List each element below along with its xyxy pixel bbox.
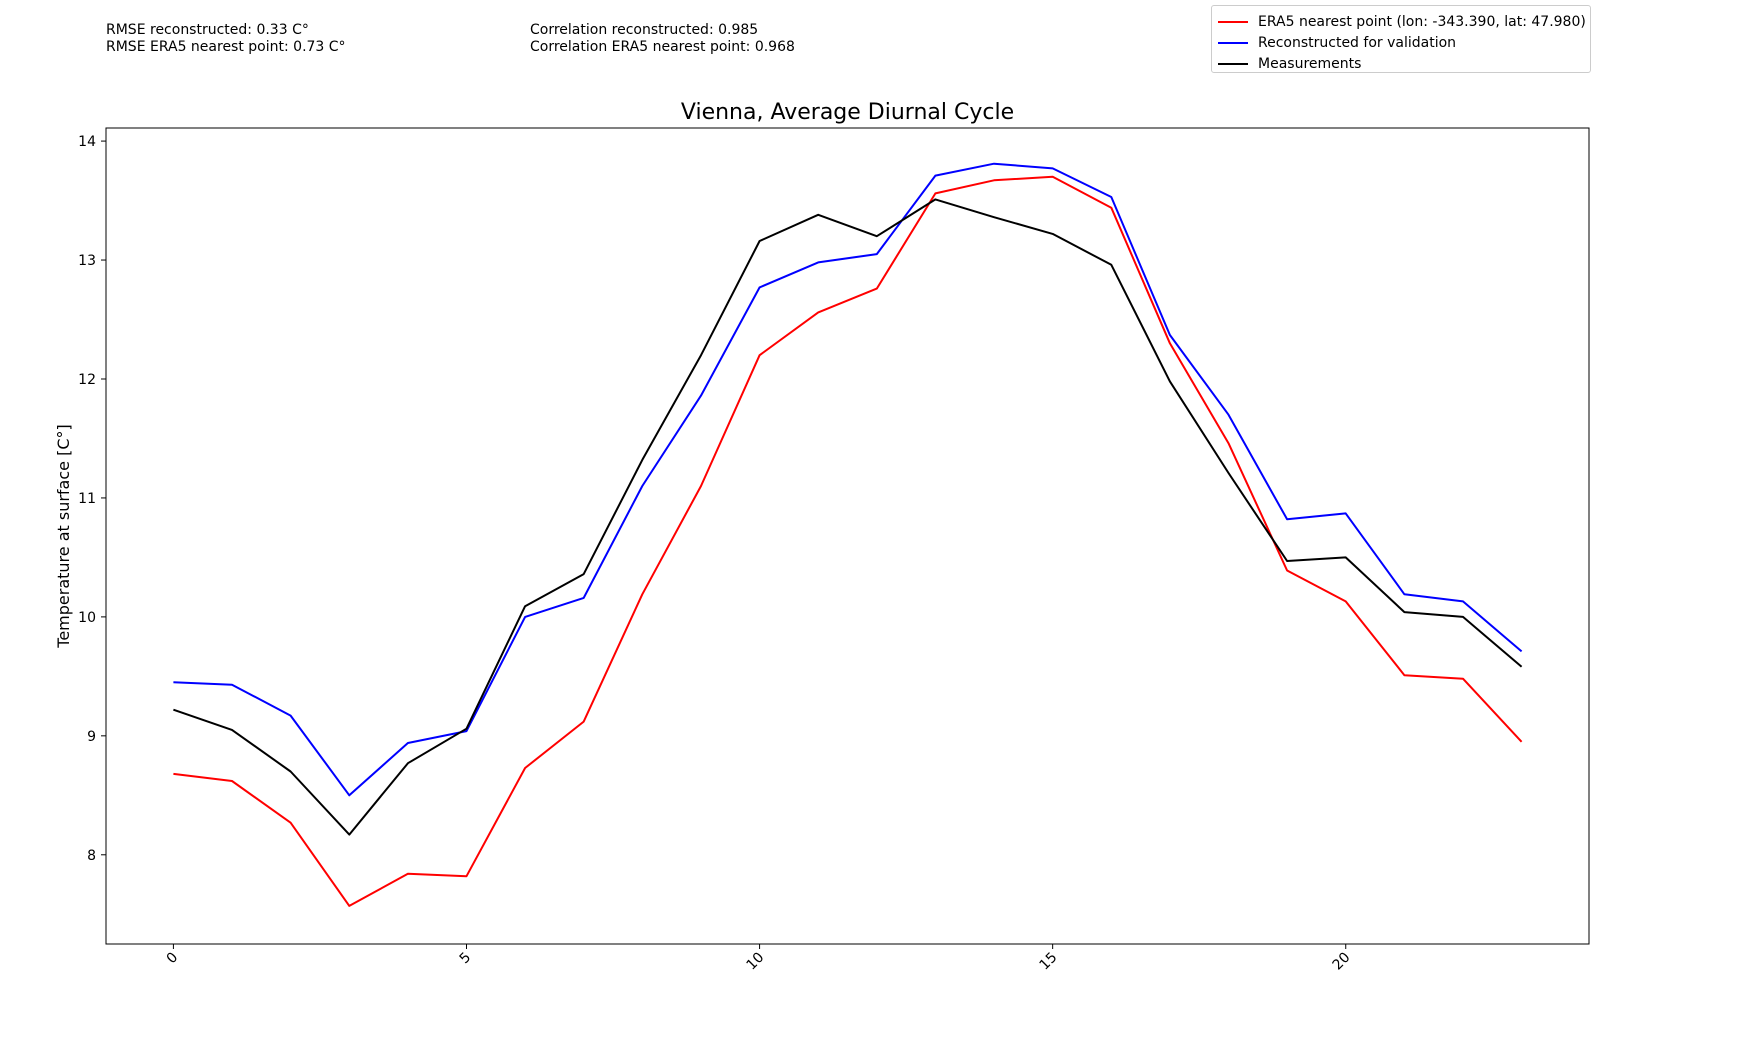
y-tick-label: 8 [87, 848, 96, 864]
x-tick-label: 10 [743, 950, 767, 974]
x-tick-label: 15 [1037, 950, 1061, 974]
correlation-reconstructed: Correlation reconstructed: 0.985 [530, 22, 759, 38]
x-tick-label: 20 [1330, 950, 1354, 974]
y-tick-label: 10 [78, 610, 96, 626]
y-tick-label: 13 [78, 253, 96, 269]
y-tick-label: 14 [78, 134, 96, 150]
rmse-reconstructed: RMSE reconstructed: 0.33 C° [106, 22, 309, 38]
y-tick-label: 12 [78, 372, 96, 388]
correlation-stats: Correlation reconstructed: 0.985 Correla… [530, 22, 795, 56]
y-tick-label: 11 [78, 491, 96, 507]
legend-swatch [1218, 21, 1248, 23]
series-line-1 [173, 175, 1523, 907]
x-tick-label: 5 [457, 950, 475, 968]
legend-swatch [1218, 42, 1248, 44]
chart-legend: ERA5 nearest point (lon: -343.390, lat: … [1211, 5, 1591, 73]
legend-label: Measurements [1258, 56, 1362, 72]
legend-swatch [1218, 63, 1248, 65]
legend-item: ERA5 nearest point (lon: -343.390, lat: … [1218, 12, 1586, 32]
chart-title: Vienna, Average Diurnal Cycle [681, 100, 1014, 125]
legend-label: Reconstructed for validation [1258, 35, 1457, 51]
series-line-3 [173, 198, 1523, 836]
y-tick-label: 9 [87, 729, 96, 745]
rmse-era5: RMSE ERA5 nearest point: 0.73 C° [106, 39, 346, 55]
legend-item: Measurements [1218, 54, 1361, 74]
correlation-era5: Correlation ERA5 nearest point: 0.968 [530, 39, 795, 55]
y-axis-label: Temperature at surface [C°] [54, 424, 73, 648]
legend-item: Reconstructed for validation [1218, 33, 1456, 53]
x-tick-label: 0 [164, 950, 182, 968]
plot-frame [105, 127, 1590, 945]
legend-label: ERA5 nearest point (lon: -343.390, lat: … [1258, 14, 1586, 30]
series-line-2 [173, 162, 1523, 797]
rmse-stats: RMSE reconstructed: 0.33 C° RMSE ERA5 ne… [106, 22, 346, 56]
